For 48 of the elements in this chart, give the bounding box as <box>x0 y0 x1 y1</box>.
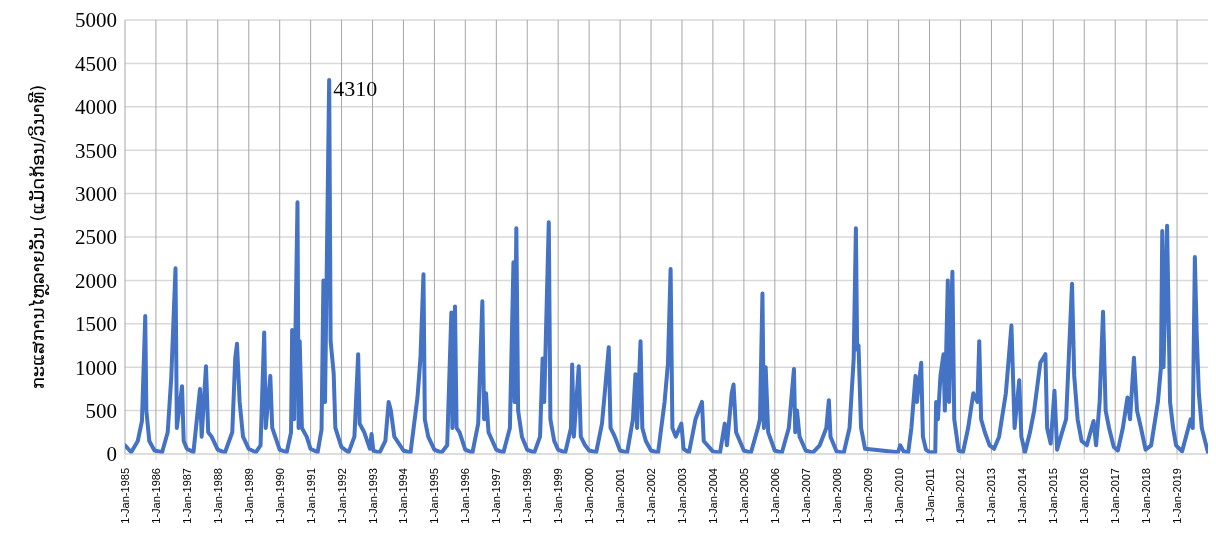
x-tick-label: 1-Jan-1993 <box>366 468 379 524</box>
annotation: 4310 <box>333 75 378 101</box>
x-tick-label: 1-Jan-1986 <box>149 468 162 524</box>
y-tick-label: 4000 <box>75 95 117 120</box>
x-tick-label: 1-Jan-1998 <box>521 468 534 524</box>
x-tick-label: 1-Jan-1992 <box>335 468 348 524</box>
x-tick-label: 1-Jan-1996 <box>459 468 472 524</box>
x-tick-label: 1-Jan-2019 <box>1171 468 1184 524</box>
x-tick-label: 1-Jan-2016 <box>1078 468 1091 524</box>
x-tick-label: 1-Jan-1988 <box>211 468 224 524</box>
x-tick-label: 1-Jan-1985 <box>119 468 131 524</box>
x-tick-label: 1-Jan-2009 <box>861 468 874 524</box>
x-tick-label: 1-Jan-2015 <box>1047 468 1060 524</box>
x-tick-label: 1-Jan-2000 <box>583 468 596 524</box>
x-tick-label: 1-Jan-1997 <box>490 468 503 524</box>
x-tick-label: 1-Jan-2013 <box>985 468 998 524</box>
x-tick-label: 1-Jan-2010 <box>892 468 905 524</box>
x-tick-label: 1-Jan-2008 <box>830 468 843 524</box>
x-tick-label: 1-Jan-2012 <box>954 468 967 524</box>
x-tick-label: 1-Jan-1987 <box>180 468 193 524</box>
y-tick-label: 5000 <box>75 8 117 33</box>
y-tick-label: 500 <box>85 399 117 424</box>
y-tick-label: 0 <box>106 442 117 467</box>
x-tick-label: 1-Jan-2018 <box>1140 468 1153 524</box>
x-tick-label: 1-Jan-2011 <box>923 468 936 523</box>
y-tick-label: 2500 <box>75 225 117 250</box>
x-tick-label: 1-Jan-1990 <box>273 468 286 524</box>
x-tick-label: 1-Jan-1991 <box>304 468 317 524</box>
x-tick-label: 1-Jan-2017 <box>1109 468 1122 524</box>
x-tick-label: 1-Jan-1994 <box>397 468 410 524</box>
x-tick-label: 1-Jan-2002 <box>645 468 658 524</box>
y-axis-title: ກະແສການໄຫຼລາຍວັນ (ແມັດກ້ອນ/ວິນາທີ) <box>27 84 51 390</box>
x-tick-label: 1-Jan-2001 <box>614 468 627 524</box>
y-tick-label: 3500 <box>75 138 117 163</box>
y-tick-label: 1000 <box>75 355 117 380</box>
x-tick-label: 1-Jan-1995 <box>428 468 441 524</box>
y-tick-label: 3000 <box>75 182 117 207</box>
y-tick-label: 2000 <box>75 268 117 293</box>
x-tick-label: 1-Jan-2006 <box>768 468 781 524</box>
x-tick-label: 1-Jan-2003 <box>675 468 688 524</box>
y-tick-label: 1500 <box>75 312 117 337</box>
x-tick-label: 1-Jan-2004 <box>706 468 719 524</box>
y-tick-label: 4500 <box>75 51 117 76</box>
x-tick-label: 1-Jan-1989 <box>242 468 255 524</box>
x-tick-label: 1-Jan-2005 <box>737 468 750 524</box>
x-tick-label: 1-Jan-1999 <box>552 468 565 524</box>
x-tick-label: 1-Jan-2014 <box>1016 468 1029 524</box>
x-tick-label: 1-Jan-2007 <box>799 468 812 524</box>
